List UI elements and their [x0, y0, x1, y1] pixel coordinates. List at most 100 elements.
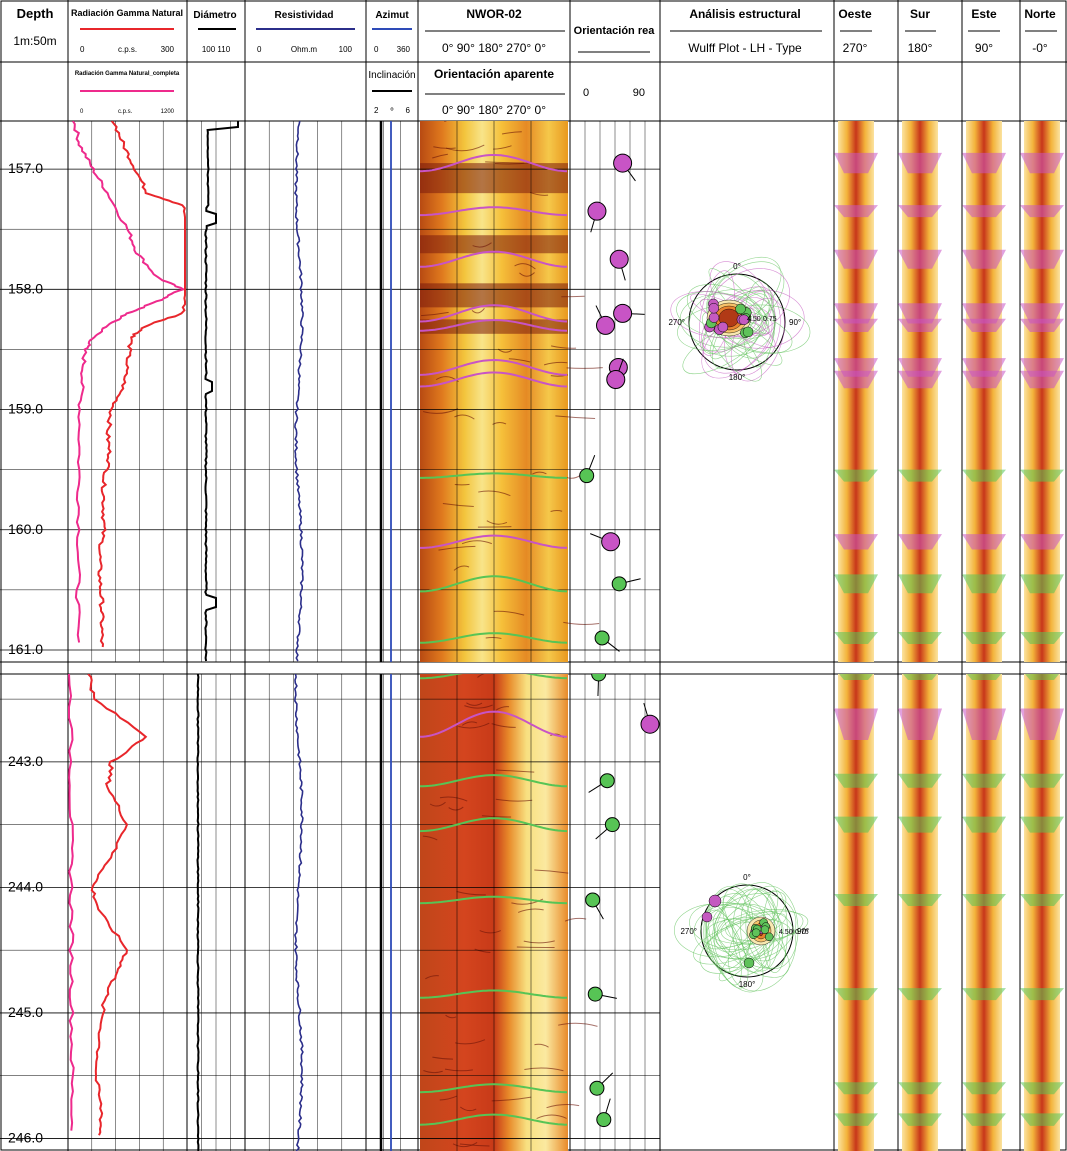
resistividad-min: 0: [257, 45, 262, 54]
cylinder-plane: [1020, 1113, 1064, 1126]
tadpole: [596, 1098, 612, 1128]
fracture-trace: [454, 1039, 486, 1045]
image-sinusoid: [420, 674, 568, 680]
gamma-full-min: 0: [80, 109, 84, 115]
gamma-full-title: Radiación Gamma Natural_completa: [75, 71, 180, 77]
tadpole-head: [599, 773, 615, 789]
cylinder-plane: [834, 249, 878, 269]
cylinder-plane: [967, 674, 1001, 680]
cylinder-plane: [1020, 205, 1064, 218]
cylinder-plane: [962, 469, 1006, 482]
view-sur-deg: 180°: [908, 41, 933, 55]
tadpole-head: [609, 249, 629, 269]
cylinder-plane: [1020, 773, 1064, 788]
pole-point: [708, 312, 720, 323]
pole-point: [751, 928, 761, 937]
cylinder-plane: [834, 152, 878, 174]
cylinder-plane: [834, 988, 878, 1001]
cylinder-plane: [962, 152, 1006, 174]
cylinder-plane: [962, 631, 1006, 644]
fracture-trace: [466, 702, 483, 706]
fracture-trace: [461, 540, 493, 545]
azimut-title: Azimut: [375, 10, 409, 21]
angle-scale-2: 0° 90° 180° 270° 0°: [442, 103, 546, 117]
inclinacion-title: Inclinación: [368, 70, 415, 81]
view-este-title: Este: [971, 7, 997, 21]
gamma-max: 300: [161, 45, 175, 54]
stereonet-lower: 0° 90° 270° 180° 4.50 0.75: [674, 873, 809, 993]
fracture-trace: [445, 1014, 457, 1019]
cylinder-view: [1024, 674, 1060, 1151]
pole-point: [717, 321, 729, 333]
great-circle: [713, 893, 797, 960]
tadpole: [587, 986, 617, 1002]
fracture-trace: [491, 1096, 532, 1102]
inclinacion-mid: º: [391, 106, 394, 115]
great-circle: [682, 322, 761, 375]
pole-point: [708, 894, 722, 908]
wulff-label: Wulff Plot - LH - Type: [688, 41, 802, 55]
azimut-min: 0: [374, 45, 379, 54]
stereonet-label-west: 270°: [668, 318, 685, 327]
stereonet-number-b: 0.75: [795, 929, 809, 936]
fracture-trace: [534, 869, 569, 874]
log-panels: 157.0 158.0 159.0 160.0 161.0 243.0 244.0 245.0…: [0, 121, 1064, 1151]
fracture-trace: [529, 191, 549, 196]
image-sinusoid: [419, 1083, 568, 1094]
tadpole-head: [591, 674, 607, 682]
fracture-trace: [491, 723, 516, 728]
tadpole: [595, 305, 616, 335]
cylinder-plane: [962, 893, 1006, 906]
tadpole-head: [587, 986, 603, 1002]
analisis-title: Análisis estructural: [689, 7, 800, 21]
track-grid: [91, 674, 646, 1151]
pole-point: [743, 957, 755, 969]
fracture-trace: [456, 891, 486, 896]
great-circle: [688, 289, 776, 357]
fracture-trace: [555, 415, 596, 420]
fracture-trace: [493, 145, 512, 150]
inclinacion-max: 6: [406, 106, 411, 115]
diametro-title: Diámetro: [193, 10, 236, 21]
tadpole-head: [594, 630, 610, 646]
fracture-trace: [439, 1095, 458, 1101]
tadpole-head: [585, 892, 601, 908]
orient-real-max: 90: [633, 87, 645, 99]
cylinder-plane: [1020, 370, 1064, 389]
panel-1: 157.0 158.0 159.0 160.0 161.0: [0, 121, 1064, 662]
orient-real-min: 0: [583, 87, 589, 99]
tadpole-head: [613, 303, 633, 323]
diametro-curve: [204, 121, 239, 662]
depth-label: 245.0: [8, 1004, 43, 1020]
cylinder-plane: [898, 988, 942, 1001]
tadpole-head: [596, 315, 616, 335]
cylinder-view: [838, 674, 874, 1151]
cylinder-plane: [962, 816, 1006, 833]
cylinder-plane: [898, 152, 942, 174]
cylinder-plane: [898, 816, 942, 833]
great-circle: [740, 888, 780, 972]
image-sinusoid: [420, 632, 568, 644]
resistividad-max: 100: [339, 45, 353, 54]
fracture-trace: [566, 474, 582, 479]
tadpole-head: [596, 1112, 612, 1128]
fracture-trace: [532, 471, 547, 475]
cylinder-plane: [1020, 318, 1064, 333]
fracture-trace: [423, 1070, 443, 1074]
tadpole-head: [587, 201, 607, 221]
fracture-trace: [472, 242, 492, 248]
inclinacion-min: 2: [374, 106, 379, 115]
image-sinusoid: [420, 206, 568, 217]
fracture-trace: [422, 835, 438, 841]
tadpole: [579, 454, 596, 484]
depth-label: 158.0: [8, 280, 43, 296]
fracture-trace: [429, 801, 446, 807]
fracture-trace: [459, 1143, 490, 1147]
cylinder-plane: [898, 1082, 942, 1095]
depth-title: Depth: [17, 6, 54, 21]
pole-point: [742, 326, 754, 338]
gamma-full-curve: [68, 674, 75, 1131]
fracture-trace: [501, 131, 522, 135]
resistividad-title: Resistividad: [275, 10, 334, 21]
